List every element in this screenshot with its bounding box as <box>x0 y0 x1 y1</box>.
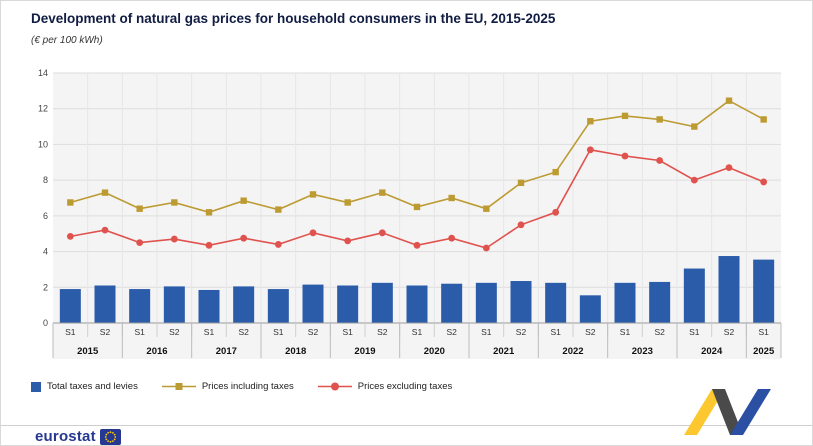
legend-label-total-taxes: Total taxes and levies <box>47 381 138 392</box>
price-chart: 0 2 4 6 8 10 12 14 2015 2016 2017 2018 2019 2020 2021 2… <box>38 68 782 359</box>
eurostat-logo: eurostat <box>35 428 121 445</box>
legend-label-including-taxes: Prices including taxes <box>201 381 294 392</box>
svg-text:S1: S1 <box>65 327 76 337</box>
svg-text:S2: S2 <box>446 327 457 337</box>
svg-text:S1: S1 <box>412 327 423 337</box>
bar-swatch-icon <box>31 381 41 392</box>
svg-text:2017: 2017 <box>216 346 237 357</box>
line-square-swatch-icon <box>161 383 196 390</box>
legend-label-excluding-taxes: Prices excluding taxes <box>357 381 453 392</box>
legend-item-excluding-taxes: Prices excluding taxes <box>317 381 453 392</box>
eu-flag-icon <box>99 428 121 445</box>
svg-text:S1: S1 <box>134 327 145 337</box>
svg-text:2025: 2025 <box>753 346 775 357</box>
svg-text:S2: S2 <box>238 327 249 337</box>
svg-text:S2: S2 <box>308 327 319 337</box>
svg-text:S2: S2 <box>100 327 111 337</box>
svg-text:2: 2 <box>43 282 48 292</box>
svg-text:S1: S1 <box>689 327 700 337</box>
chart-subtitle: (€ per 100 kWh) <box>31 35 103 46</box>
line-circle-swatch-icon <box>317 382 352 391</box>
svg-text:2019: 2019 <box>354 346 375 357</box>
svg-text:4: 4 <box>43 247 48 257</box>
svg-text:2016: 2016 <box>146 346 167 357</box>
chart-title: Development of natural gas prices for ho… <box>31 11 556 26</box>
svg-text:10: 10 <box>38 139 48 149</box>
svg-text:2018: 2018 <box>285 346 306 357</box>
svg-text:2021: 2021 <box>493 346 515 357</box>
svg-text:S2: S2 <box>516 327 527 337</box>
svg-text:2015: 2015 <box>77 346 99 357</box>
svg-text:S1: S1 <box>204 327 215 337</box>
svg-text:S1: S1 <box>550 327 561 337</box>
svg-text:2020: 2020 <box>424 346 445 357</box>
svg-text:S1: S1 <box>620 327 631 337</box>
svg-text:S1: S1 <box>342 327 353 337</box>
svg-text:2023: 2023 <box>632 346 653 357</box>
svg-text:S2: S2 <box>377 327 388 337</box>
eurostat-wordmark: eurostat <box>35 428 96 445</box>
svg-text:S1: S1 <box>758 327 769 337</box>
svg-text:S2: S2 <box>654 327 665 337</box>
eu-ribbon-decoration <box>684 389 771 435</box>
svg-text:S1: S1 <box>273 327 284 337</box>
svg-text:S2: S2 <box>169 327 180 337</box>
legend-item-total-taxes: Total taxes and levies <box>31 381 138 392</box>
svg-text:0: 0 <box>43 318 48 328</box>
svg-text:S2: S2 <box>585 327 596 337</box>
svg-text:12: 12 <box>38 104 48 114</box>
svg-text:8: 8 <box>43 175 48 185</box>
svg-text:2022: 2022 <box>562 346 583 357</box>
chart-legend: Total taxes and levies Prices including … <box>31 381 452 392</box>
svg-text:S2: S2 <box>724 327 735 337</box>
footer-divider <box>1 425 812 426</box>
svg-text:S1: S1 <box>481 327 492 337</box>
svg-text:6: 6 <box>43 211 48 221</box>
svg-text:14: 14 <box>38 68 48 78</box>
legend-item-including-taxes: Prices including taxes <box>161 381 294 392</box>
svg-text:2024: 2024 <box>701 346 723 357</box>
